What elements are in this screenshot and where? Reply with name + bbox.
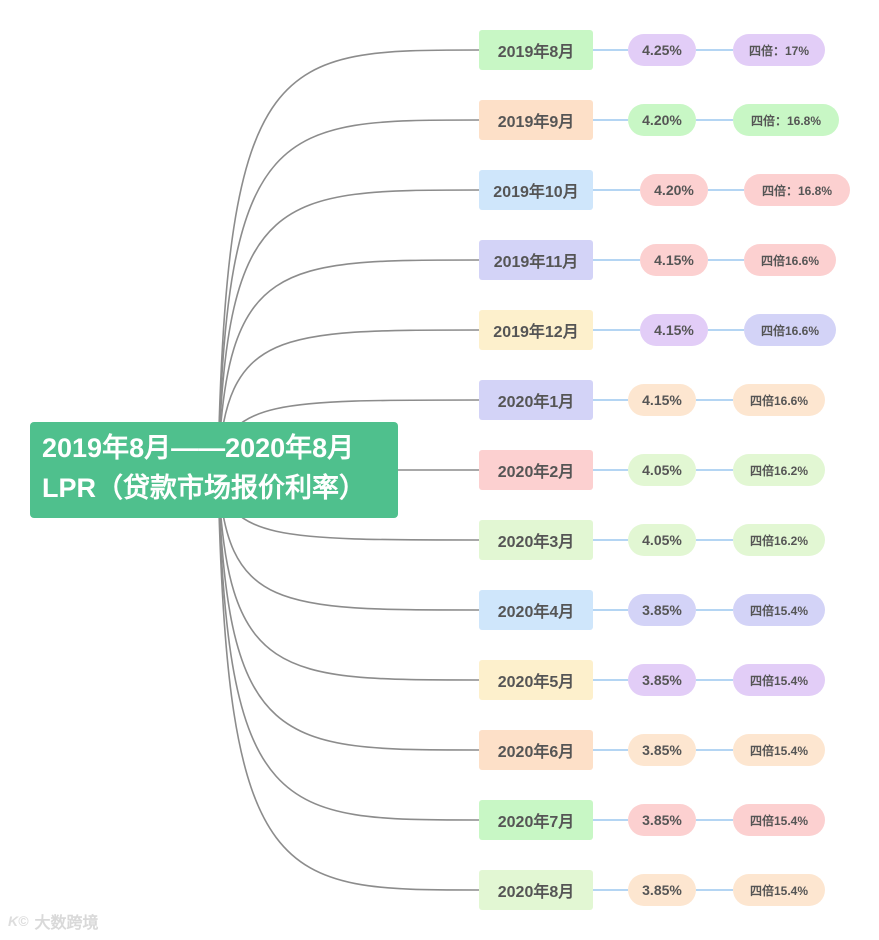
multiple-node[interactable]: 四倍：17% bbox=[733, 34, 825, 66]
rate-node[interactable]: 3.85% bbox=[628, 664, 696, 696]
month-node[interactable]: 2019年12月 bbox=[479, 310, 593, 350]
month-node[interactable]: 2020年4月 bbox=[479, 590, 593, 630]
multiple-node[interactable]: 四倍15.4% bbox=[733, 874, 825, 906]
multiple-node[interactable]: 四倍16.6% bbox=[744, 314, 836, 346]
branch-curve bbox=[217, 119, 480, 471]
rate-node[interactable]: 4.05% bbox=[628, 454, 696, 486]
multiple-node[interactable]: 四倍16.2% bbox=[733, 524, 825, 556]
month-node[interactable]: 2019年8月 bbox=[479, 30, 593, 70]
branch-curve bbox=[217, 469, 480, 681]
month-node[interactable]: 2020年6月 bbox=[479, 730, 593, 770]
rate-node[interactable]: 4.20% bbox=[628, 104, 696, 136]
month-node[interactable]: 2020年7月 bbox=[479, 800, 593, 840]
branch-curve bbox=[217, 329, 480, 471]
multiple-node[interactable]: 四倍15.4% bbox=[733, 804, 825, 836]
watermark-logo-icon: K© bbox=[8, 913, 29, 929]
rate-node[interactable]: 4.20% bbox=[640, 174, 708, 206]
month-node[interactable]: 2020年5月 bbox=[479, 660, 593, 700]
rate-node[interactable]: 4.15% bbox=[640, 314, 708, 346]
rate-node[interactable]: 4.15% bbox=[640, 244, 708, 276]
month-node[interactable]: 2020年8月 bbox=[479, 870, 593, 910]
root-title-line2: LPR（贷款市场报价利率） bbox=[42, 473, 366, 503]
rate-node[interactable]: 4.05% bbox=[628, 524, 696, 556]
month-node[interactable]: 2020年2月 bbox=[479, 450, 593, 490]
month-node[interactable]: 2019年9月 bbox=[479, 100, 593, 140]
branch-curve bbox=[217, 469, 480, 891]
branch-curve bbox=[217, 189, 480, 471]
watermark: K© 大数跨境 bbox=[8, 908, 98, 934]
branch-curve bbox=[217, 469, 480, 821]
rate-node[interactable]: 4.15% bbox=[628, 384, 696, 416]
multiple-node[interactable]: 四倍16.2% bbox=[733, 454, 825, 486]
month-node[interactable]: 2020年1月 bbox=[479, 380, 593, 420]
month-node[interactable]: 2019年11月 bbox=[479, 240, 593, 280]
rate-node[interactable]: 3.85% bbox=[628, 734, 696, 766]
multiple-node[interactable]: 四倍16.6% bbox=[744, 244, 836, 276]
branch-curve bbox=[217, 469, 480, 611]
multiple-node[interactable]: 四倍16.6% bbox=[733, 384, 825, 416]
rate-node[interactable]: 4.25% bbox=[628, 34, 696, 66]
branch-curve bbox=[217, 469, 480, 751]
multiple-node[interactable]: 四倍15.4% bbox=[733, 664, 825, 696]
rate-node[interactable]: 3.85% bbox=[628, 594, 696, 626]
rate-node[interactable]: 3.85% bbox=[628, 874, 696, 906]
multiple-node[interactable]: 四倍：16.8% bbox=[744, 174, 850, 206]
multiple-node[interactable]: 四倍15.4% bbox=[733, 594, 825, 626]
month-node[interactable]: 2020年3月 bbox=[479, 520, 593, 560]
rate-node[interactable]: 3.85% bbox=[628, 804, 696, 836]
month-node[interactable]: 2019年10月 bbox=[479, 170, 593, 210]
root-node[interactable]: 2019年8月——2020年8月 LPR（贷款市场报价利率） bbox=[30, 422, 398, 518]
branch-curve bbox=[217, 49, 480, 471]
watermark-text: 大数跨境 bbox=[34, 915, 99, 932]
multiple-node[interactable]: 四倍：16.8% bbox=[733, 104, 839, 136]
root-title-line1: 2019年8月——2020年8月 bbox=[42, 433, 355, 463]
branch-curve bbox=[217, 259, 480, 471]
multiple-node[interactable]: 四倍15.4% bbox=[733, 734, 825, 766]
